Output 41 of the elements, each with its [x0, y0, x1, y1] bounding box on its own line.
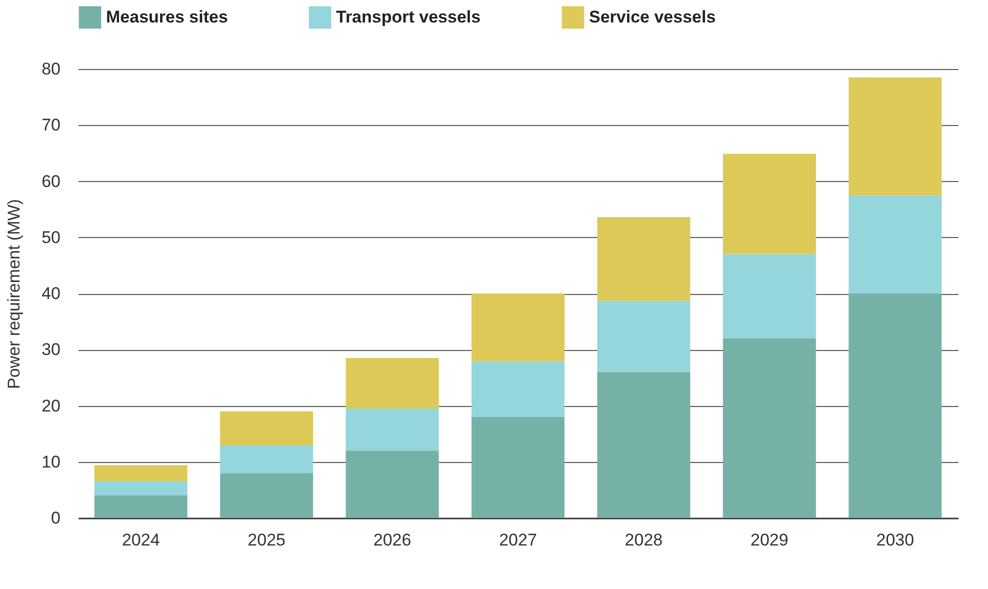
bar [722, 254, 816, 338]
bar [722, 154, 816, 254]
y-tick-label: 20 [42, 396, 60, 416]
legend-label: Measures sites [106, 7, 228, 26]
x-tick-label: 2026 [373, 530, 412, 550]
bar [346, 358, 439, 409]
bar [220, 473, 314, 518]
x-tick-label: 2030 [876, 530, 914, 550]
bar [722, 338, 816, 518]
bar [848, 195, 942, 294]
y-tick-label: 60 [42, 172, 60, 191]
bar [346, 450, 439, 518]
bar [220, 445, 314, 474]
bar [94, 496, 188, 518]
bar [220, 411, 314, 446]
y-tick-label: 80 [42, 60, 60, 78]
x-tick-label: 2029 [750, 530, 788, 550]
y-tick-label: 10 [42, 452, 60, 472]
bar [472, 294, 564, 361]
y-tick-label: 0 [51, 508, 60, 528]
x-tick-label: 2028 [624, 530, 663, 550]
bar [597, 372, 690, 518]
bar [848, 77, 942, 196]
bar [472, 416, 564, 518]
x-tick-label: 2027 [499, 530, 537, 550]
y-axis-title: Power requirement (MW) [4, 199, 24, 389]
x-tick-label: 2025 [248, 530, 286, 550]
bar [346, 408, 439, 451]
y-tick-label: 50 [42, 228, 60, 247]
y-tick-label: 40 [42, 284, 60, 303]
legend-label: Service vessels [589, 7, 716, 26]
x-tick-label: 2024 [122, 530, 160, 550]
legend-label: Transport vessels [336, 7, 481, 26]
bar [94, 465, 188, 481]
y-tick-label: 30 [42, 340, 60, 360]
bar [597, 300, 690, 372]
bar [472, 360, 564, 417]
bar [597, 217, 690, 301]
bar [94, 480, 188, 496]
y-tick-label: 70 [42, 116, 60, 135]
bar [848, 294, 942, 518]
